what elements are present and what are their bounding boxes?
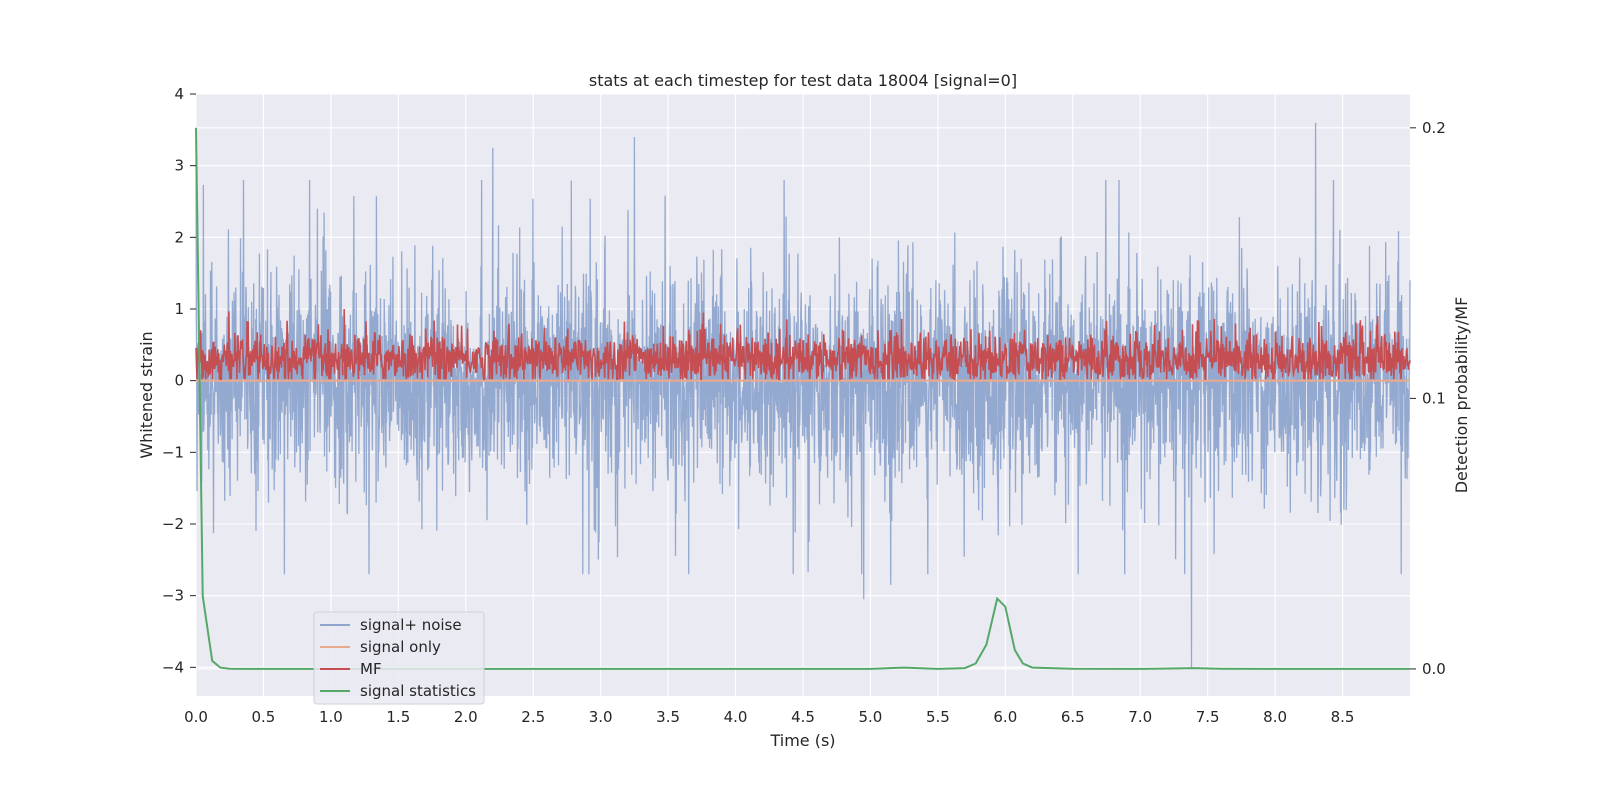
y2-tick-label: 0.2 bbox=[1422, 119, 1446, 137]
x-tick-label: 8.0 bbox=[1263, 708, 1287, 726]
y-tick-label: 0 bbox=[174, 372, 184, 390]
y2-axis-ticks: 0.0 0.1 0.2 bbox=[1410, 119, 1446, 678]
y-tick-label: 1 bbox=[174, 300, 184, 318]
legend-label-mf: MF bbox=[360, 660, 382, 678]
y-tick-label: −3 bbox=[162, 587, 184, 605]
x-tick-label: 2.0 bbox=[454, 708, 478, 726]
x-tick-label: 7.5 bbox=[1196, 708, 1220, 726]
legend: signal+ noise signal only MF signal stat… bbox=[313, 611, 485, 705]
series-signal-statistics bbox=[195, 127, 1410, 670]
x-tick-label: 3.5 bbox=[656, 708, 680, 726]
x-tick-label: 0.5 bbox=[252, 708, 276, 726]
x-tick-label: 1.5 bbox=[386, 708, 410, 726]
y-tick-label: −2 bbox=[162, 515, 184, 533]
x-tick-label: 4.5 bbox=[791, 708, 815, 726]
y-tick-label: 4 bbox=[174, 85, 184, 103]
x-tick-label: 5.0 bbox=[859, 708, 883, 726]
x-tick-label: 1.0 bbox=[319, 708, 343, 726]
x-axis-ticks: 0.0 0.5 1.0 1.5 2.0 2.5 3.0 3.5 4.0 4.5 5.0 5.5 6.0 6… bbox=[184, 708, 1354, 726]
y-axis-label: Whitened strain bbox=[137, 331, 156, 458]
y-tick-label: −1 bbox=[162, 443, 184, 461]
y-tick-label: 3 bbox=[174, 157, 184, 175]
x-tick-label: 5.5 bbox=[926, 708, 950, 726]
y2-axis-label: Detection probability/MF bbox=[1452, 297, 1471, 494]
x-tick-label: 6.0 bbox=[993, 708, 1017, 726]
legend-label-signal-only: signal only bbox=[360, 638, 441, 656]
x-axis-label: Time (s) bbox=[769, 731, 835, 750]
signal-statistics-line bbox=[195, 127, 1410, 670]
chart-title: stats at each timestep for test data 180… bbox=[589, 71, 1017, 90]
y-axis-ticks: −4 −3 −2 −1 0 1 2 3 4 bbox=[162, 85, 196, 676]
legend-box bbox=[313, 611, 485, 705]
x-tick-label: 2.5 bbox=[521, 708, 545, 726]
series-mf bbox=[195, 308, 1411, 381]
y2-tick-label: 0.1 bbox=[1422, 389, 1446, 407]
x-tick-label: 7.0 bbox=[1128, 708, 1152, 726]
y2-tick-label: 0.0 bbox=[1422, 660, 1446, 678]
x-tick-label: 6.5 bbox=[1061, 708, 1085, 726]
y-tick-label: −4 bbox=[162, 658, 184, 676]
mf-line bbox=[195, 308, 1411, 381]
x-tick-label: 4.0 bbox=[724, 708, 748, 726]
y-tick-label: 2 bbox=[174, 228, 184, 246]
x-tick-label: 0.0 bbox=[184, 708, 208, 726]
x-tick-label: 3.0 bbox=[589, 708, 613, 726]
x-tick-label: 8.5 bbox=[1331, 708, 1355, 726]
legend-label-signal-noise: signal+ noise bbox=[360, 616, 462, 634]
legend-label-signal-statistics: signal statistics bbox=[360, 682, 476, 700]
